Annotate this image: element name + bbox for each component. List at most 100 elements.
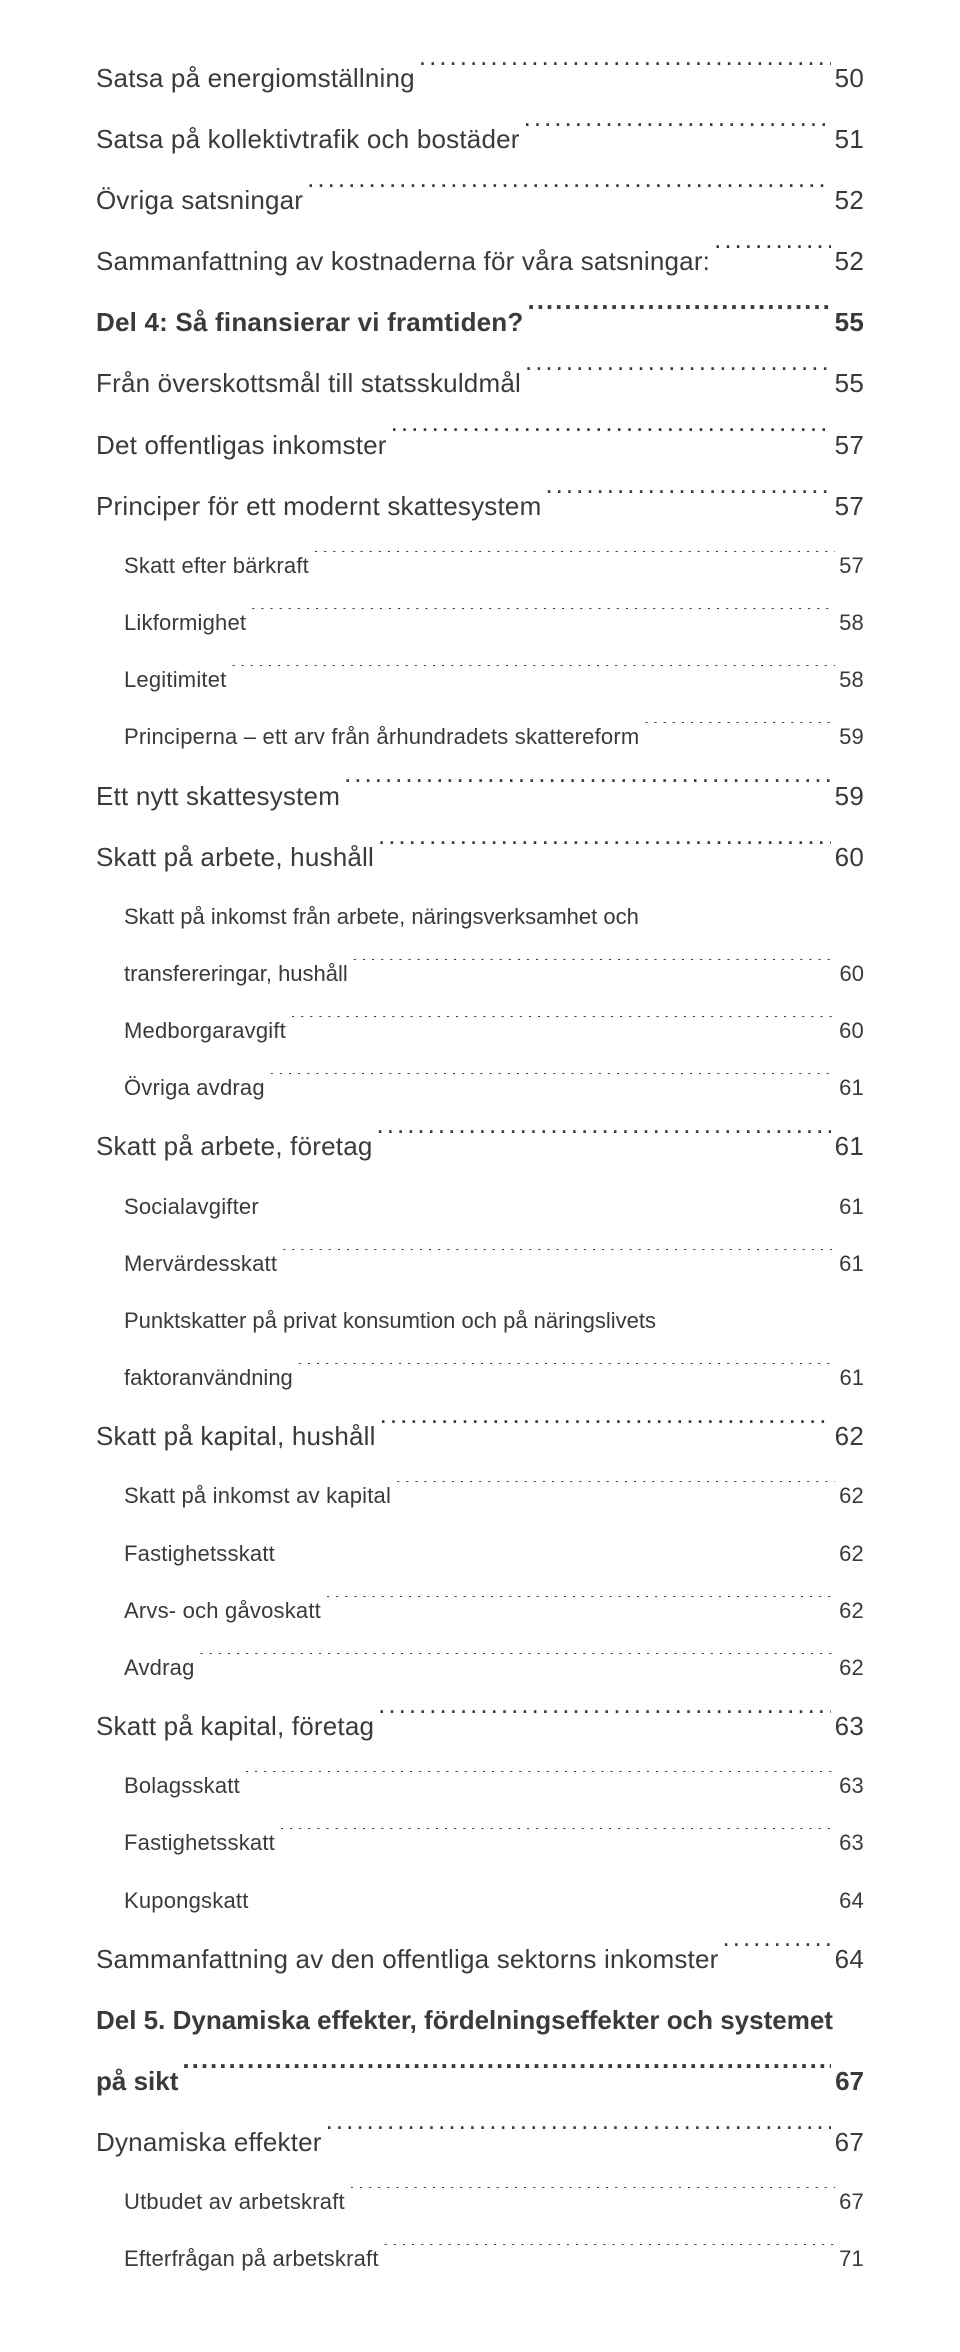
toc-page-number: 61 (839, 1178, 864, 1235)
toc-entry: Bolagsskatt 63 (124, 1757, 864, 1814)
toc-label: faktoranvändning (124, 1349, 293, 1406)
dot-leader (383, 2244, 835, 2266)
toc-page-number: 61 (839, 1235, 864, 1292)
toc-entry: Del 5. Dynamiska effekter, fördelningsef… (96, 1990, 864, 2112)
toc-entry: Arvs- och gåvoskatt 62 (124, 1582, 864, 1639)
toc-page-number: 50 (835, 48, 864, 109)
toc-entry-lastline: på sikt67 (96, 2051, 864, 2112)
toc-label: Skatt på kapital, hushåll (96, 1406, 376, 1467)
toc-entry: Del 4: Så finansierar vi framtiden?55 (96, 292, 864, 353)
dot-leader (525, 366, 831, 392)
toc-label: Skatt på arbete, hushåll (96, 827, 374, 888)
toc-entry: Dynamiska effekter 67 (96, 2112, 864, 2173)
toc-entry: Skatt efter bärkraft57 (124, 537, 864, 594)
toc-entry-lastline: faktoranvändning61 (124, 1349, 864, 1406)
toc-label: Fastighetsskatt (124, 1525, 275, 1582)
toc-label: Efterfrågan på arbetskraft (124, 2230, 379, 2287)
dot-leader (391, 428, 831, 454)
dot-leader (349, 2187, 835, 2209)
toc-page-number: 62 (839, 1525, 864, 1582)
toc-entry: Utbudet av arbetskraft67 (124, 2173, 864, 2230)
toc-page-number: 60 (835, 827, 864, 888)
toc-entry: Efterfrågan på arbetskraft 71 (124, 2230, 864, 2287)
toc-entry: Sammanfattning av den offentliga sektorn… (96, 1929, 864, 1990)
dot-leader (527, 305, 830, 331)
toc-label: Fastighetsskatt (124, 1814, 275, 1871)
toc-page-number: 62 (839, 1639, 864, 1696)
dot-leader (313, 551, 835, 573)
toc-entry: Avdrag62 (124, 1639, 864, 1696)
toc-label: Satsa på kollektivtrafik och bostäder (96, 109, 520, 170)
toc-entry: Fastighetsskatt 62 (124, 1525, 864, 1582)
dot-leader (244, 1771, 835, 1793)
dot-leader (378, 840, 831, 866)
toc-page: Satsa på energiomställning50Satsa på kol… (0, 0, 960, 2352)
toc-page-number: 61 (835, 1116, 864, 1177)
toc-entry: Principer för ett modernt skattesystem57 (96, 476, 864, 537)
toc-page-number: 63 (839, 1814, 864, 1871)
toc-entry: Satsa på kollektivtrafik och bostäder 51 (96, 109, 864, 170)
dot-leader (395, 1481, 835, 1503)
toc-label: Del 5. Dynamiska effekter, fördelningsef… (96, 1990, 864, 2051)
toc-entry: Punktskatter på privat konsumtion och på… (124, 1292, 864, 1406)
toc-page-number: 55 (835, 353, 864, 414)
dot-leader (545, 489, 830, 515)
toc-label: Skatt på inkomst från arbete, näringsver… (124, 888, 864, 945)
toc-entry: Skatt på kapital, hushåll62 (96, 1406, 864, 1467)
toc-label: Övriga satsningar (96, 170, 303, 231)
dot-leader (380, 1419, 831, 1445)
dot-leader (377, 1129, 831, 1155)
dot-leader (263, 1192, 835, 1214)
toc-page-number: 61 (839, 1059, 864, 1116)
dot-leader (419, 61, 831, 87)
toc-page-number: 60 (839, 1002, 864, 1059)
toc-page-number: 62 (839, 1582, 864, 1639)
toc-entry: Skatt på arbete, hushåll 60 (96, 827, 864, 888)
dot-leader (182, 2064, 831, 2090)
dot-leader (344, 779, 831, 805)
toc-label: Medborgaravgift (124, 1002, 286, 1059)
toc-entry: Skatt på inkomst av kapital62 (124, 1467, 864, 1524)
toc-entry: Ett nytt skattesystem59 (96, 766, 864, 827)
toc-label: Bolagsskatt (124, 1757, 240, 1814)
toc-page-number: 67 (835, 2112, 864, 2173)
toc-label: Arvs- och gåvoskatt (124, 1582, 321, 1639)
toc-entry: Övriga satsningar 52 (96, 170, 864, 231)
toc-entry: Skatt på arbete, företag61 (96, 1116, 864, 1177)
toc-label: Utbudet av arbetskraft (124, 2173, 345, 2230)
toc-label: Sammanfattning av kostnaderna för våra s… (96, 231, 710, 292)
toc-entry: Socialavgifter61 (124, 1178, 864, 1235)
toc-entry: Skatt på inkomst från arbete, näringsver… (124, 888, 864, 1002)
toc-page-number: 63 (839, 1757, 864, 1814)
dot-leader (307, 183, 831, 209)
toc-entry: Principerna – ett arv från århundradets … (124, 708, 864, 765)
toc-page-number: 52 (835, 170, 864, 231)
toc-label: Del 4: Så finansierar vi framtiden? (96, 292, 523, 353)
toc-entry: Satsa på energiomställning50 (96, 48, 864, 109)
toc-page-number: 62 (839, 1467, 864, 1524)
dot-leader (253, 1886, 836, 1908)
dot-leader (279, 1828, 835, 1850)
toc-label: Sammanfattning av den offentliga sektorn… (96, 1929, 719, 1990)
toc-label: Dynamiska effekter (96, 2112, 322, 2173)
toc-entry: Likformighet58 (124, 594, 864, 651)
toc-entry: Sammanfattning av kostnaderna för våra s… (96, 231, 864, 292)
toc-page-number: 71 (839, 2230, 864, 2287)
dot-leader (326, 2125, 831, 2151)
toc-entry: Medborgaravgift 60 (124, 1002, 864, 1059)
dot-leader (199, 1653, 836, 1675)
toc-entry: Från överskottsmål till statsskuldmål55 (96, 353, 864, 414)
toc-entry: Det offentligas inkomster57 (96, 415, 864, 476)
dot-leader (250, 608, 835, 630)
toc-page-number: 52 (835, 231, 864, 292)
toc-label: Legitimitet (124, 651, 226, 708)
toc-entry: Kupongskatt64 (124, 1872, 864, 1929)
dot-leader (378, 1709, 831, 1735)
dot-leader (281, 1249, 835, 1271)
toc-page-number: 51 (835, 109, 864, 170)
dot-leader (325, 1596, 835, 1618)
toc-label: Principerna – ett arv från århundradets … (124, 708, 639, 765)
table-of-contents: Satsa på energiomställning50Satsa på kol… (96, 48, 864, 2288)
toc-label: Likformighet (124, 594, 246, 651)
toc-label: på sikt (96, 2051, 178, 2112)
